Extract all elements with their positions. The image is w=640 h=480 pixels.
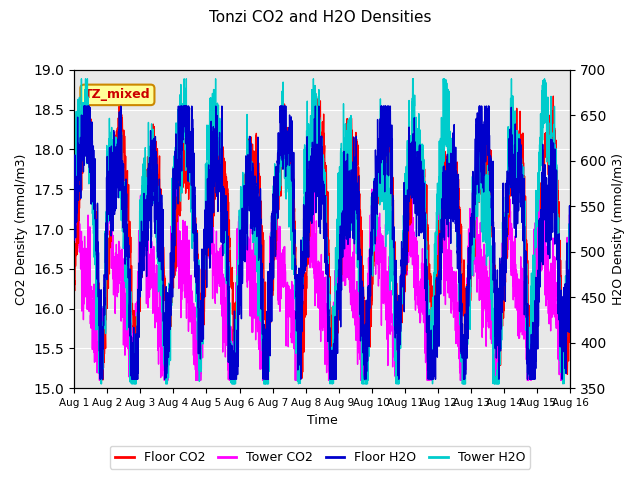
Y-axis label: CO2 Density (mmol/m3): CO2 Density (mmol/m3) xyxy=(15,153,28,305)
Text: TZ_mixed: TZ_mixed xyxy=(84,88,150,101)
Y-axis label: H2O Density (mmol/m3): H2O Density (mmol/m3) xyxy=(612,153,625,305)
Text: Tonzi CO2 and H2O Densities: Tonzi CO2 and H2O Densities xyxy=(209,10,431,24)
Legend: Floor CO2, Tower CO2, Floor H2O, Tower H2O: Floor CO2, Tower CO2, Floor H2O, Tower H… xyxy=(109,446,531,469)
X-axis label: Time: Time xyxy=(307,414,338,427)
